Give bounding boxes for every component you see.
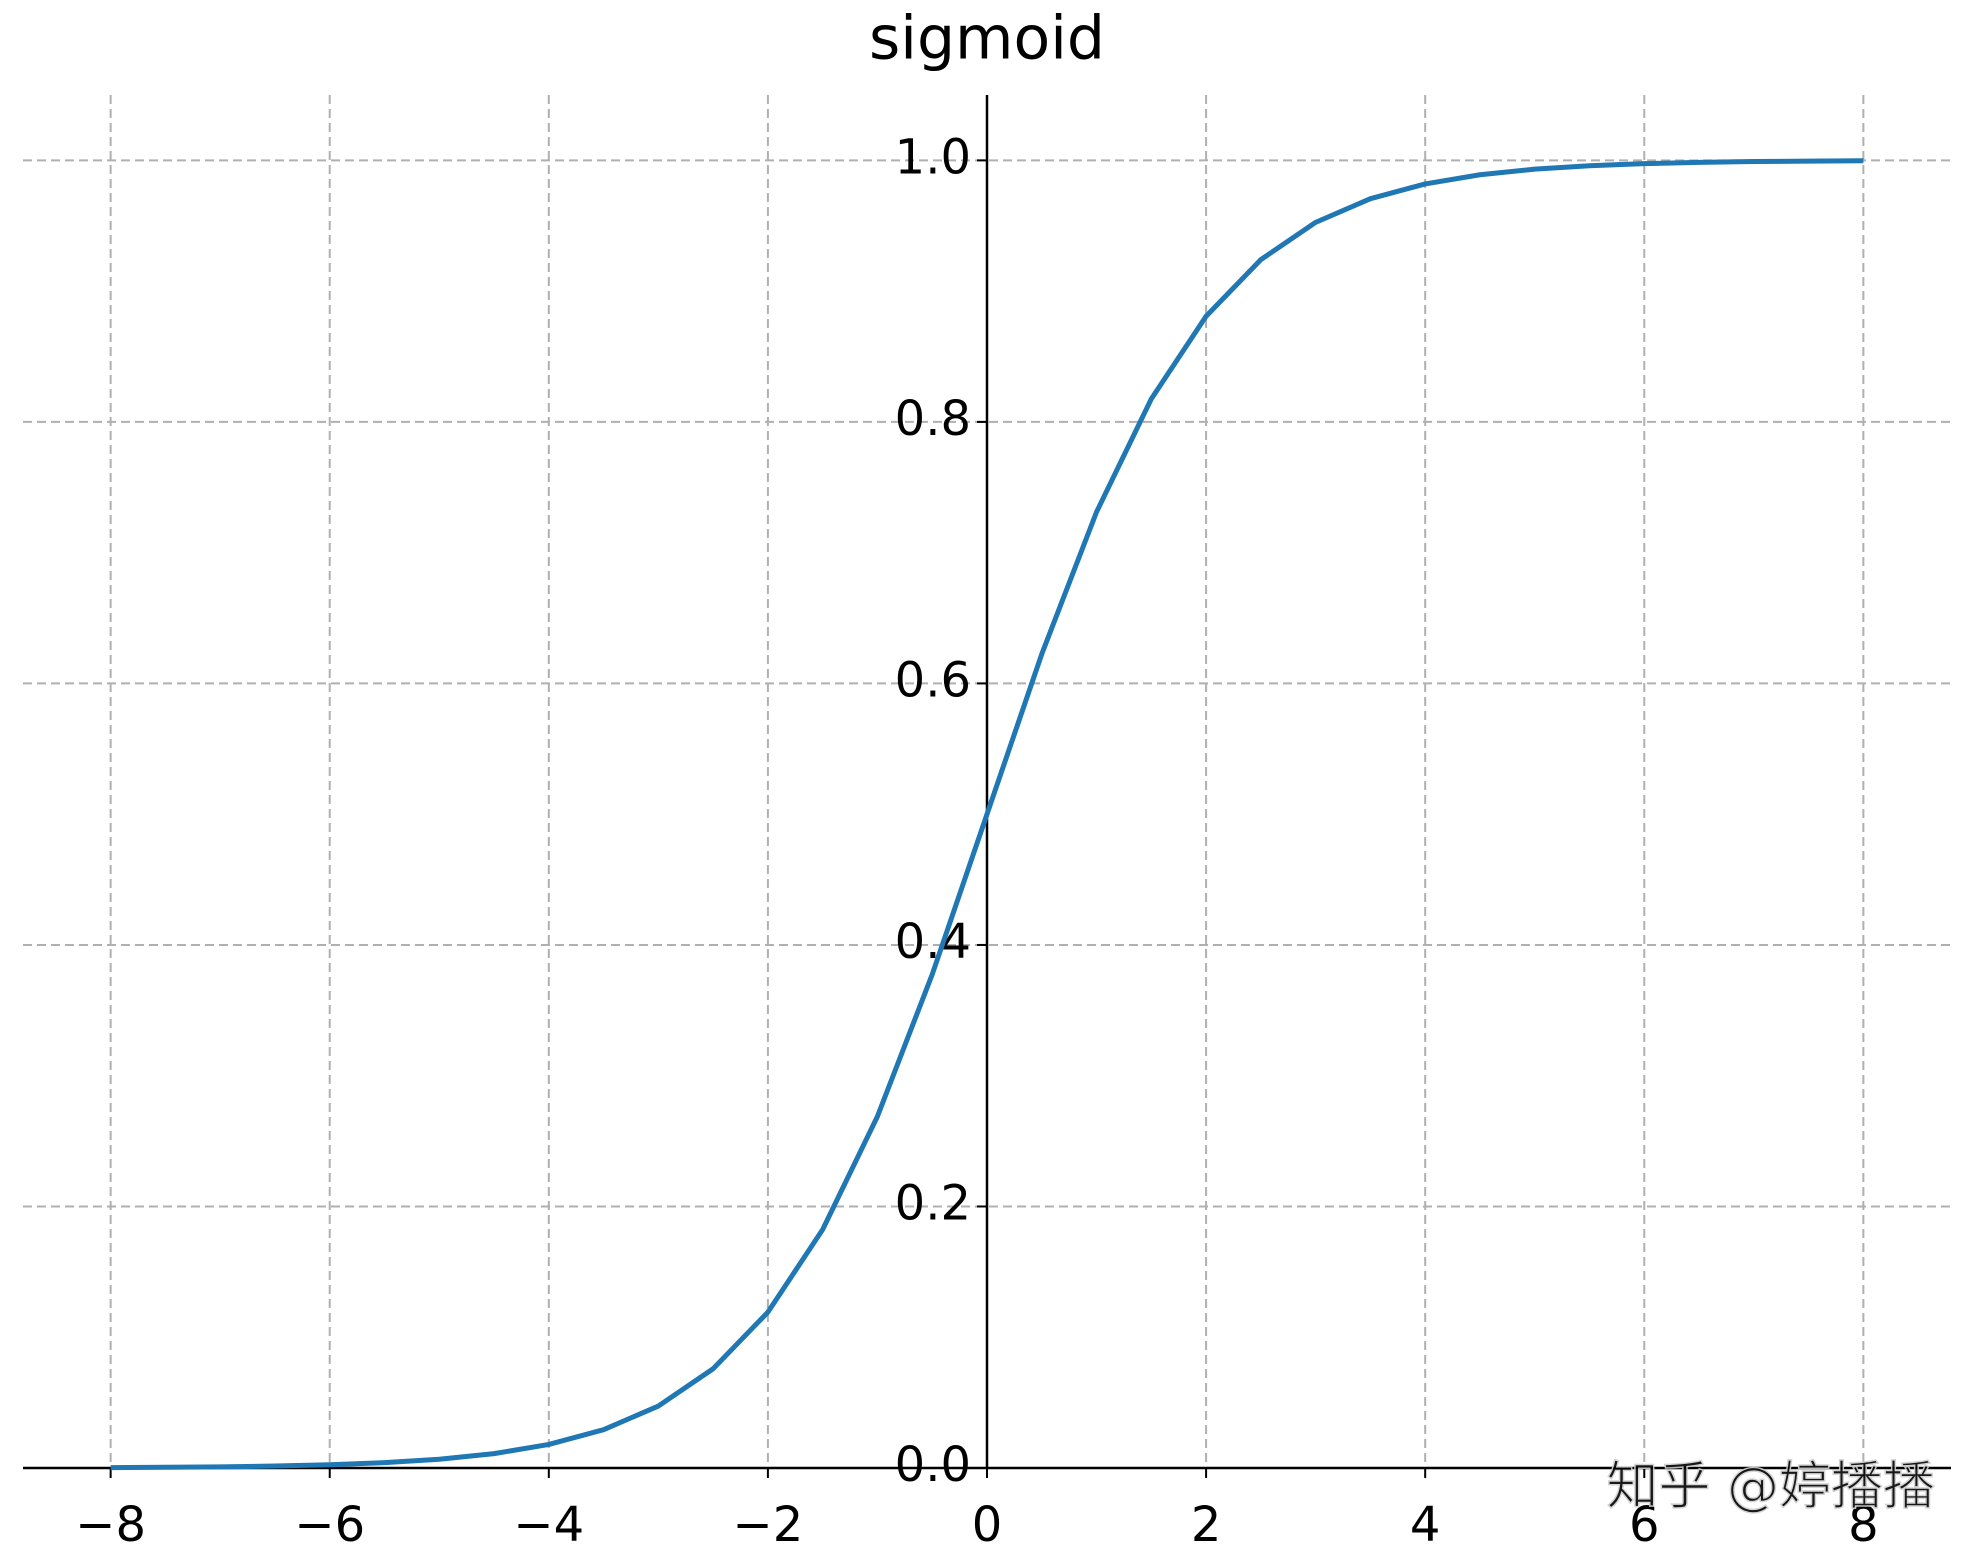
x-tick-label: −4	[513, 1497, 584, 1553]
y-tick-label: 0.0	[895, 1437, 971, 1493]
x-tick-label: 0	[972, 1497, 1003, 1553]
watermark: 知乎 @婷播播	[1606, 1457, 1935, 1517]
x-tick-label: −8	[75, 1497, 146, 1553]
y-tick-label: 0.6	[895, 652, 971, 708]
x-tick-label: 2	[1191, 1497, 1222, 1553]
y-tick-label: 0.8	[895, 391, 971, 447]
x-tick-label: 4	[1410, 1497, 1441, 1553]
line	[110, 158, 1864, 1471]
y-tick-label: 0.4	[895, 914, 971, 970]
x-tick-label: −2	[733, 1497, 804, 1553]
x-tick-label: 6	[1629, 1497, 1660, 1553]
y-tick-label: 1.0	[895, 129, 971, 185]
x-tick-label: 8	[1848, 1497, 1879, 1553]
chart-title: sigmoid	[869, 4, 1105, 74]
x-tick-label: −6	[294, 1497, 365, 1553]
y-tick-label: 0.2	[895, 1175, 971, 1231]
